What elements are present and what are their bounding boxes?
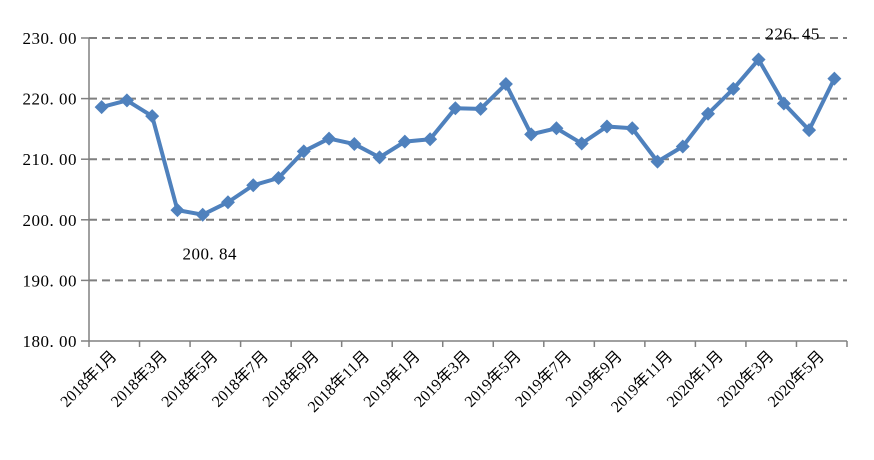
axes-group [88, 38, 847, 342]
data-point-marker [574, 136, 589, 151]
annotations-group: 200. 84 226. 45 [182, 25, 819, 264]
data-point-marker [220, 195, 235, 210]
y-axis-label: 230. 00 [23, 29, 78, 48]
y-axis-label: 210. 00 [23, 150, 78, 169]
data-point-marker [271, 170, 286, 185]
data-point-marker [94, 100, 109, 115]
data-point-marker [195, 207, 210, 222]
data-point-marker [145, 109, 160, 124]
annotation-label: 226. 45 [765, 25, 820, 44]
data-point-marker [802, 123, 817, 138]
data-point-marker [827, 71, 842, 86]
data-point-marker [372, 150, 387, 165]
data-point-marker [776, 96, 791, 111]
data-point-marker [726, 81, 741, 96]
x-axis-ticks-group [88, 341, 848, 347]
data-point-marker [498, 77, 513, 92]
y-axis-label: 220. 00 [23, 90, 78, 109]
data-point-marker [549, 121, 564, 136]
y-axis-label: 190. 00 [23, 271, 78, 290]
data-point-marker [119, 93, 134, 108]
data-point-marker [448, 101, 463, 116]
data-point-marker [675, 139, 690, 154]
data-point-marker [397, 134, 412, 149]
data-point-marker [322, 131, 337, 146]
data-point-marker [524, 127, 539, 142]
y-axis-label: 200. 00 [23, 211, 78, 230]
y-axis-ticks-group: 180. 00 190. 00 200. 00 210. 00 220. 00 230. … [23, 29, 89, 351]
data-point-marker [296, 144, 311, 159]
y-axis-label: 180. 00 [23, 332, 78, 351]
data-markers-group [94, 52, 842, 222]
data-point-marker [246, 178, 261, 193]
data-point-marker [423, 132, 438, 147]
annotation-label: 200. 84 [182, 245, 237, 264]
data-point-marker [347, 137, 362, 152]
data-point-marker [625, 121, 640, 136]
series-line [99, 57, 837, 217]
data-point-marker [701, 106, 716, 121]
data-point-marker [170, 203, 185, 218]
data-point-marker [650, 154, 665, 169]
x-axis-labels-group: 2018年1月2018年3月2018年5月2018年7月2018年9月2018年… [57, 347, 828, 416]
data-point-marker [751, 52, 766, 67]
data-point-marker [599, 119, 614, 134]
data-point-marker [473, 101, 488, 116]
